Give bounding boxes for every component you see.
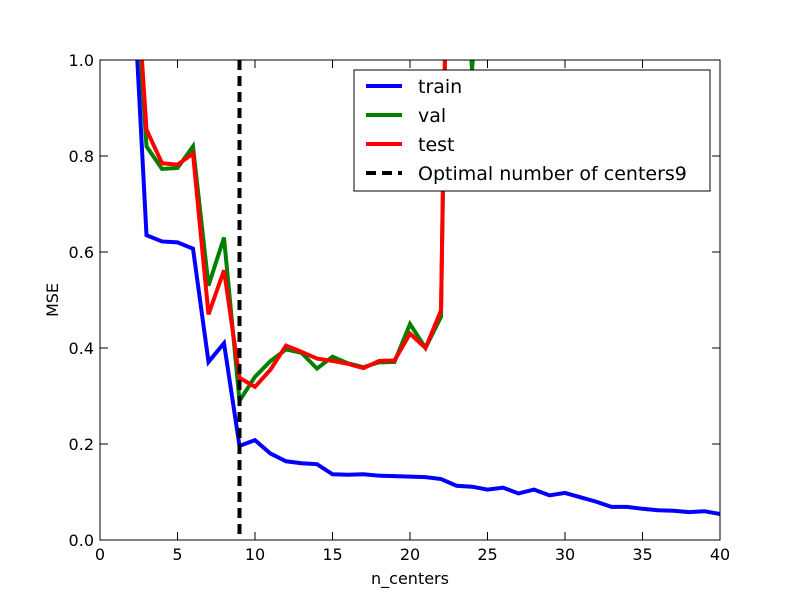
legend-items: train val test Optimal number of centers9 (366, 76, 687, 185)
lines-layer (135, 60, 720, 540)
x-tick-label: 35 (632, 545, 652, 564)
x-tick-label: 0 (95, 545, 105, 564)
x-tick-label: 10 (245, 545, 265, 564)
series-line-train (135, 60, 720, 517)
legend-label: train (418, 76, 462, 98)
legend-label: Optimal number of centers9 (418, 163, 687, 185)
y-tick-label: 1.0 (69, 51, 94, 70)
legend: train val test Optimal number of centers9 (353, 69, 711, 192)
legend-frame (353, 69, 711, 192)
legend-label: test (418, 134, 455, 156)
x-tick-label: 5 (172, 545, 182, 564)
y-tick-label: 0.8 (69, 147, 94, 166)
y-tick-label: 0.6 (69, 243, 94, 262)
x-tick-label: 40 (710, 545, 730, 564)
x-tick-label: 15 (322, 545, 342, 564)
y-tick-label: 0.2 (69, 435, 94, 454)
y-axis-label: MSE (43, 283, 62, 317)
x-tick-label: 20 (400, 545, 420, 564)
y-tick-label: 0.0 (69, 531, 94, 550)
series-line-test (139, 60, 447, 390)
y-tick-label: 0.4 (69, 339, 94, 358)
legend-label: val (418, 105, 446, 127)
x-axis-label: n_centers (371, 569, 449, 589)
x-tick-label: 30 (555, 545, 575, 564)
x-tick-label: 25 (477, 545, 497, 564)
ticks-layer: 0 5 10 15 20 25 30 35 40 0.0 0.2 0.4 0.6 0.8 1.0 (69, 51, 731, 564)
